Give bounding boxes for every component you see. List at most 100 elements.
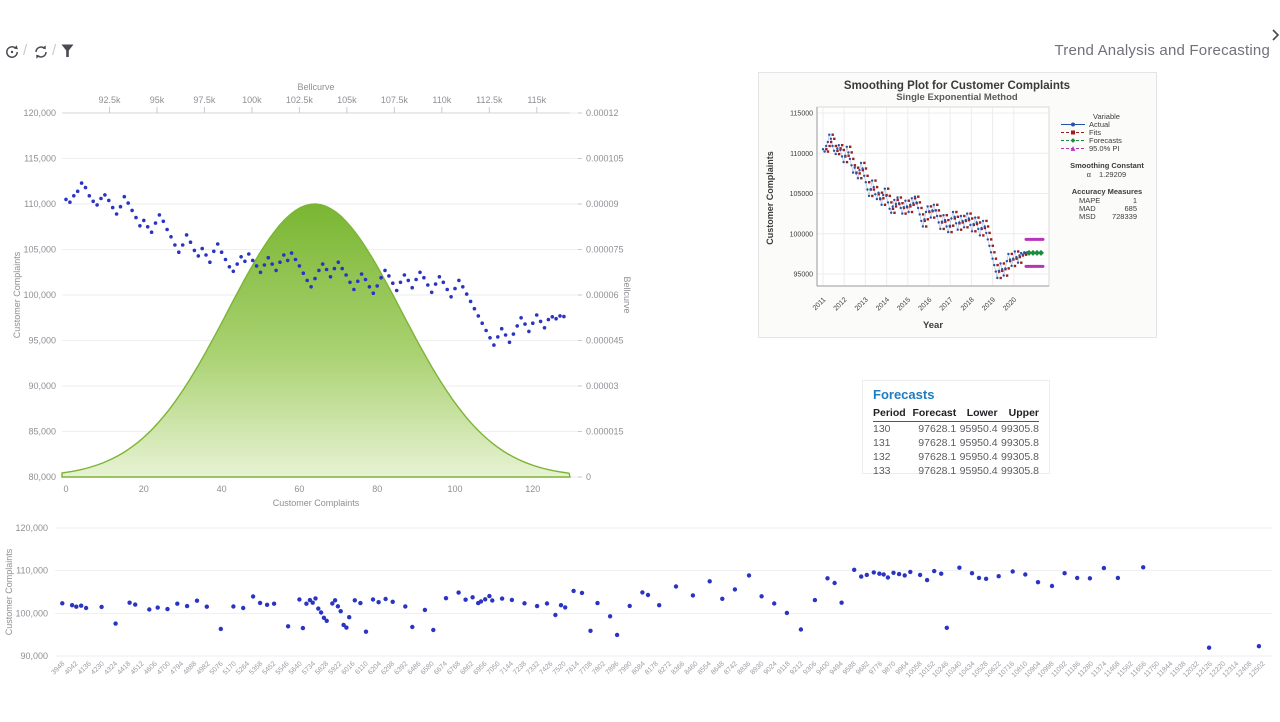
fits-point[interactable] xyxy=(1009,259,1012,263)
scatter-point[interactable] xyxy=(344,273,348,277)
scatter-point[interactable] xyxy=(239,255,243,259)
scatter-point[interactable] xyxy=(595,600,600,606)
scatter-point[interactable] xyxy=(431,627,436,633)
actual-point[interactable] xyxy=(839,148,842,152)
scatter-point[interactable] xyxy=(68,200,72,204)
actual-point[interactable] xyxy=(855,172,858,175)
scatter-point[interactable] xyxy=(356,279,360,284)
scatter-point[interactable] xyxy=(390,599,395,604)
actual-point[interactable] xyxy=(874,193,877,196)
scatter-point[interactable] xyxy=(673,584,679,589)
scatter-point[interactable] xyxy=(614,632,620,638)
actual-point[interactable] xyxy=(890,211,893,214)
fits-point[interactable] xyxy=(991,244,994,247)
scatter-point[interactable] xyxy=(957,565,962,570)
scatter-point[interactable] xyxy=(976,575,982,581)
actual-point[interactable] xyxy=(988,244,991,247)
actual-point[interactable] xyxy=(877,191,880,194)
scatter-point[interactable] xyxy=(335,604,341,609)
actual-point[interactable] xyxy=(1007,252,1010,256)
scatter-point[interactable] xyxy=(165,227,169,232)
scatter-point[interactable] xyxy=(122,194,127,199)
fits-point[interactable] xyxy=(877,193,880,196)
scatter-point[interactable] xyxy=(285,624,291,629)
scatter-point[interactable] xyxy=(476,314,481,318)
scatter-point[interactable] xyxy=(293,257,298,262)
fits-point[interactable] xyxy=(831,133,834,136)
actual-point[interactable] xyxy=(931,209,934,212)
scatter-point[interactable] xyxy=(165,606,170,612)
actual-point[interactable] xyxy=(866,188,869,191)
scatter-point[interactable] xyxy=(492,343,496,347)
actual-point[interactable] xyxy=(924,210,928,214)
scatter-point[interactable] xyxy=(173,243,177,247)
scatter-point[interactable] xyxy=(546,317,551,322)
scatter-point[interactable] xyxy=(113,621,118,626)
scatter-point[interactable] xyxy=(484,328,488,333)
fits-point[interactable] xyxy=(833,137,836,140)
fits-point[interactable] xyxy=(904,212,907,215)
actual-point[interactable] xyxy=(945,225,948,228)
scatter-point[interactable] xyxy=(553,612,558,618)
fits-point[interactable] xyxy=(990,238,993,241)
scatter-point[interactable] xyxy=(1023,572,1028,577)
scatter-point[interactable] xyxy=(422,607,428,613)
fits-point[interactable] xyxy=(858,172,861,175)
scatter-point[interactable] xyxy=(375,284,380,288)
scatter-point[interactable] xyxy=(544,601,550,606)
scatter-point[interactable] xyxy=(371,291,376,295)
scatter-point[interactable] xyxy=(394,288,399,293)
refresh-icon[interactable] xyxy=(33,44,49,60)
scatter-point[interactable] xyxy=(204,604,209,609)
fits-point[interactable] xyxy=(1020,261,1023,264)
scatter-point[interactable] xyxy=(772,601,777,606)
scatter-point[interactable] xyxy=(429,290,434,295)
scatter-point[interactable] xyxy=(184,603,190,609)
actual-point[interactable] xyxy=(844,154,847,157)
scatter-point[interactable] xyxy=(472,306,477,311)
actual-point[interactable] xyxy=(899,206,902,210)
scatter-point[interactable] xyxy=(103,193,107,197)
actual-point[interactable] xyxy=(961,219,964,223)
forecast-point[interactable] xyxy=(1038,249,1044,256)
actual-point[interactable] xyxy=(880,203,883,206)
fits-point[interactable] xyxy=(929,205,933,208)
scatter-point[interactable] xyxy=(414,277,418,282)
scatter-point[interactable] xyxy=(313,596,318,601)
scatter-point[interactable] xyxy=(468,299,473,304)
scatter-point[interactable] xyxy=(271,601,277,606)
scatter-point[interactable] xyxy=(538,319,543,324)
scatter-point[interactable] xyxy=(441,280,446,285)
fits-point[interactable] xyxy=(868,181,871,184)
scatter-point[interactable] xyxy=(418,270,422,275)
actual-point[interactable] xyxy=(956,228,959,231)
actual-point[interactable] xyxy=(935,214,939,218)
fits-point[interactable] xyxy=(950,230,953,234)
scatter-point[interactable] xyxy=(509,597,515,603)
scatter-point[interactable] xyxy=(383,268,387,273)
scatter-point[interactable] xyxy=(250,258,255,263)
scatter-point[interactable] xyxy=(449,295,453,299)
actual-point[interactable] xyxy=(969,223,972,227)
actual-point[interactable] xyxy=(896,196,899,199)
scatter-point[interactable] xyxy=(363,629,369,634)
scatter-point[interactable] xyxy=(188,240,193,244)
scatter-point[interactable] xyxy=(917,572,923,578)
fits-point[interactable] xyxy=(978,221,982,224)
fits-point[interactable] xyxy=(1017,250,1020,253)
scatter-point[interactable] xyxy=(149,230,154,234)
scatter-point[interactable] xyxy=(864,572,869,578)
scatter-point[interactable] xyxy=(69,603,75,608)
actual-point[interactable] xyxy=(850,164,853,167)
scatter-point[interactable] xyxy=(1115,575,1121,581)
fits-point[interactable] xyxy=(966,226,969,229)
fits-point[interactable] xyxy=(1010,252,1013,256)
fits-point[interactable] xyxy=(836,149,839,152)
fits-point[interactable] xyxy=(1018,255,1021,259)
scatter-point[interactable] xyxy=(161,219,166,224)
fits-point[interactable] xyxy=(923,219,926,223)
scatter-point[interactable] xyxy=(235,262,239,266)
scatter-point[interactable] xyxy=(270,262,275,266)
scatter-point[interactable] xyxy=(254,264,259,268)
fits-point[interactable] xyxy=(959,228,963,231)
